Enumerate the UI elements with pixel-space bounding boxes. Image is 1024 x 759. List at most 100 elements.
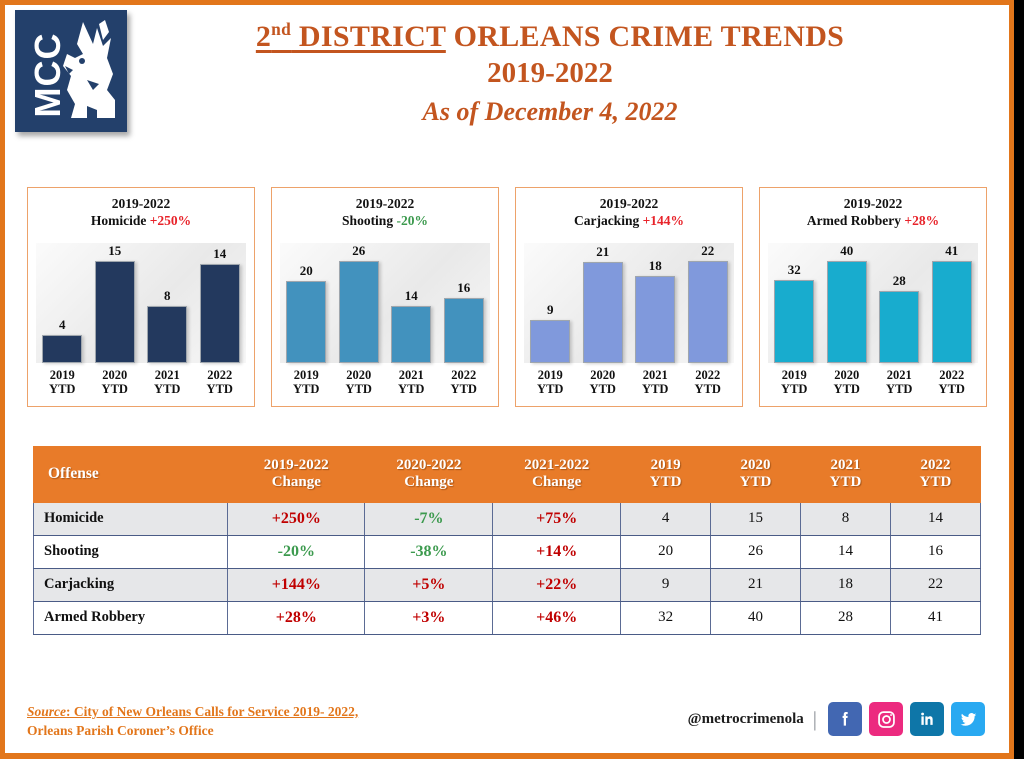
linkedin-icon[interactable]: [910, 702, 944, 736]
chart-x-axis-labels: 2019 YTD 2020 YTD 2021 YTD 2022 YTD: [768, 368, 978, 397]
bar-value-label: 9: [547, 302, 554, 317]
bar: [931, 261, 972, 363]
table-header-cell: 2021-2022 Change: [492, 446, 622, 503]
chart-x-axis-labels: 2019 YTD 2020 YTD 2021 YTD 2022 YTD: [280, 368, 490, 397]
cell-offense: Armed Robbery: [32, 600, 229, 635]
bar-group: 40: [824, 243, 870, 363]
x-axis-tick-label: 2021 YTD: [886, 368, 913, 397]
bar: [42, 335, 83, 363]
cell-2021-ytd: 14: [800, 534, 891, 569]
cell-2021-ytd: 18: [800, 567, 891, 602]
chart-change-value: +144%: [642, 212, 685, 228]
bar-value-label: 20: [299, 263, 313, 278]
cell-offense: Homicide: [32, 501, 229, 536]
bar: [879, 291, 920, 363]
bar-value-label: 4: [59, 317, 66, 332]
bar-group: 14: [197, 243, 243, 363]
cell-2020-ytd: 21: [710, 567, 802, 602]
chart-x-axis-labels: 2019 YTD 2020 YTD 2021 YTD 2022 YTD: [36, 368, 246, 397]
table-body: Homicide +250% -7% +75% 4 15 8 14 Shooting -20% -3…: [32, 501, 982, 635]
chart-offense-line: Shooting -20%: [278, 213, 492, 230]
header: MCC 2nd DISTRICT ORLEANS CRIME TRENDS 20…: [5, 5, 1009, 155]
chart-plot-area: 20 26 14 16: [280, 243, 490, 363]
x-axis-tick-label: 2020 YTD: [345, 368, 372, 397]
chart-period: 2019-2022: [111, 196, 171, 211]
chart-title: 2019-2022 Carjacking +144%: [522, 196, 736, 230]
chart-change-value: -20%: [396, 212, 428, 228]
bar-group: 18: [632, 243, 678, 363]
bar: [687, 261, 728, 363]
bar: [774, 280, 815, 363]
x-axis-tick-label: 2019 YTD: [293, 368, 320, 397]
instagram-icon[interactable]: [869, 702, 903, 736]
table-row: Armed Robbery +28% +3% +46% 32 40 28 41: [32, 600, 982, 635]
table-header-cell: 2021 YTD: [800, 446, 891, 503]
bar: [826, 261, 867, 363]
cell-2020-ytd: 40: [710, 600, 802, 635]
title-subtitle: 2019-2022: [487, 57, 613, 89]
chart-x-axis-labels: 2019 YTD 2020 YTD 2021 YTD 2022 YTD: [524, 368, 734, 397]
cell-2019-ytd: 32: [620, 600, 712, 635]
bar-value-label: 32: [787, 262, 801, 277]
cell-change-2020-2022: -38%: [364, 534, 494, 569]
cell-2022-ytd: 16: [889, 534, 982, 569]
source-line-2: Orleans Parish Coroner’s Office: [27, 723, 214, 739]
table-header-cell: 2019-2022 Change: [227, 446, 366, 503]
social-divider: |: [812, 706, 817, 731]
chart-plot-area: 32 40 28 41: [768, 243, 978, 363]
twitter-icon[interactable]: [951, 702, 985, 736]
table-header-cell: 2020-2022 Change: [364, 446, 494, 503]
bar-value-label: 8: [164, 288, 171, 303]
cell-2019-ytd: 9: [620, 567, 712, 602]
table-row: Carjacking +144% +5% +22% 9 21 18 22: [32, 567, 982, 602]
bar-value-label: 21: [596, 244, 610, 259]
x-axis-tick-label: 2019 YTD: [49, 368, 76, 397]
x-axis-tick-label: 2021 YTD: [154, 368, 181, 397]
chart-plot-area: 9 21 18 22: [524, 243, 734, 363]
cell-2020-ytd: 15: [710, 501, 802, 536]
bar-value-label: 15: [108, 243, 122, 258]
social-handle: @metrocrimenola: [687, 710, 804, 727]
cell-change-2019-2022: +28%: [227, 600, 366, 635]
source-text: : City of New Orleans Calls for Service …: [66, 703, 359, 719]
chart-title: 2019-2022 Homicide +250%: [34, 196, 248, 230]
page-title: 2nd DISTRICT ORLEANS CRIME TRENDS: [155, 19, 945, 54]
bar-group: 15: [92, 243, 138, 363]
cell-2021-ytd: 8: [800, 501, 891, 536]
bar: [391, 306, 432, 363]
bar: [94, 261, 135, 363]
bar-value-label: 14: [213, 246, 227, 261]
chart-card-homicide: 2019-2022 Homicide +250% 4 15 8 14 2019 YTD 2020…: [27, 187, 255, 407]
bar-value-label: 26: [352, 243, 366, 258]
bar-group: 16: [441, 243, 487, 363]
bar-value-label: 14: [404, 288, 418, 303]
x-axis-tick-label: 2022 YTD: [450, 368, 477, 397]
bar-value-label: 41: [945, 243, 959, 258]
bar-value-label: 22: [701, 243, 715, 258]
table-header-row: Offense 2019-2022 Change 2020-2022 Change 202…: [32, 446, 982, 503]
title-block: 2nd DISTRICT ORLEANS CRIME TRENDS 2019-2…: [155, 19, 945, 127]
bar-group: 21: [580, 243, 626, 363]
footer: Source: City of New Orleans Calls for Se…: [5, 691, 1009, 745]
table-row: Homicide +250% -7% +75% 4 15 8 14: [32, 501, 982, 536]
cell-change-2021-2022: +75%: [492, 501, 622, 536]
bar-group: 14: [388, 243, 434, 363]
x-axis-tick-label: 2022 YTD: [206, 368, 233, 397]
cell-change-2020-2022: -7%: [364, 501, 494, 536]
chart-offense-name: Homicide: [90, 212, 150, 228]
facebook-icon[interactable]: [828, 702, 862, 736]
wolf-head-icon: [63, 20, 115, 118]
x-axis-tick-label: 2020 YTD: [589, 368, 616, 397]
table-header-cell: 2022 YTD: [889, 446, 982, 503]
cell-change-2021-2022: +14%: [492, 534, 622, 569]
chart-offense-line: Homicide +250%: [34, 213, 248, 230]
chart-period: 2019-2022: [355, 196, 415, 211]
cell-2022-ytd: 22: [889, 567, 982, 602]
bar-group: 22: [685, 243, 731, 363]
mcc-logo: MCC: [15, 10, 127, 132]
cell-2019-ytd: 4: [620, 501, 712, 536]
title-ordinal-suffix: nd: [271, 19, 292, 39]
chart-row: 2019-2022 Homicide +250% 4 15 8 14 2019 YTD 2020…: [5, 187, 1009, 407]
bar-group: 9: [527, 243, 573, 363]
